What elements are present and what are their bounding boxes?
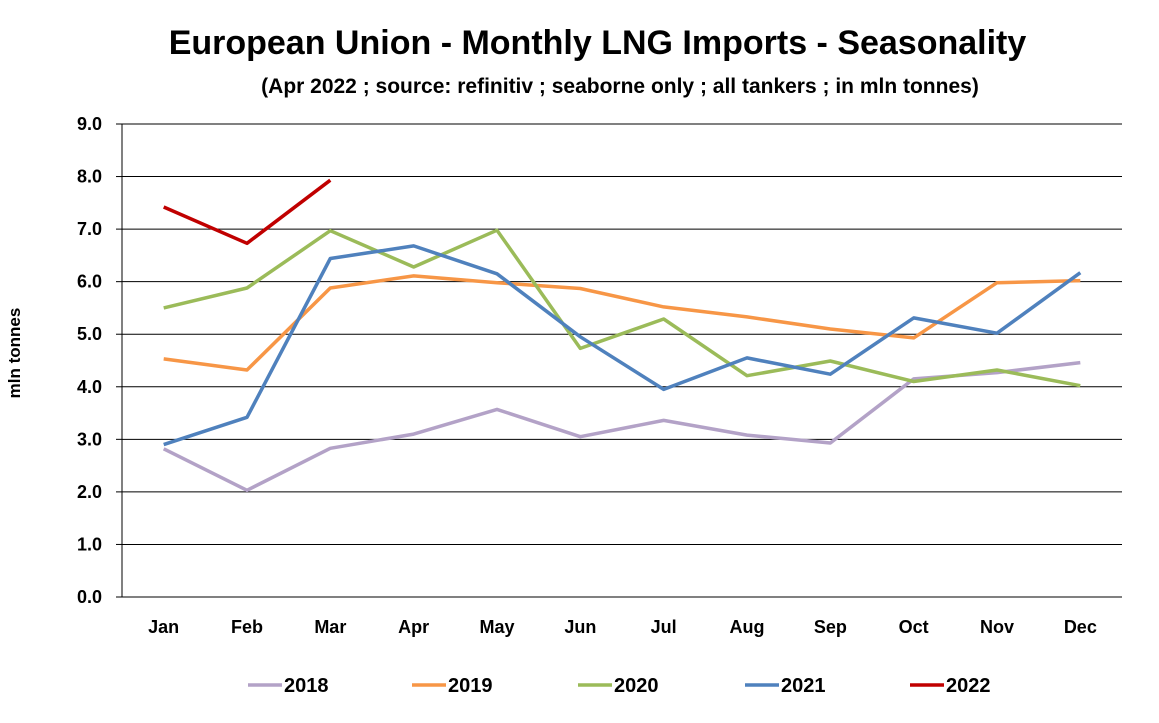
series-line-2022 xyxy=(163,178,332,246)
y-tick-label: 5.0 xyxy=(77,324,102,344)
legend-label-2018: 2018 xyxy=(284,675,329,697)
x-tick-label: Feb xyxy=(231,617,263,637)
y-tick-label: 4.0 xyxy=(77,377,102,397)
x-tick-label: Sep xyxy=(814,617,847,637)
x-tick-label: May xyxy=(479,617,514,637)
legend: 2018 2019 2020 2021 2022 xyxy=(248,675,991,697)
legend-label-2020: 2020 xyxy=(614,675,659,697)
legend-label-2019: 2019 xyxy=(448,675,493,697)
y-tick-label: 1.0 xyxy=(77,534,102,554)
x-axis-ticks: Jan Feb Mar Apr May Jun Jul Aug Sep Oct Nov Dec xyxy=(148,617,1097,637)
y-tick-label: 3.0 xyxy=(77,429,102,449)
chart-subtitle: (Apr 2022 ; source: refinitiv ; seaborne… xyxy=(261,75,979,98)
y-tick-label: 9.0 xyxy=(77,114,102,134)
y-tick-label: 2.0 xyxy=(77,482,102,502)
legend-label-2021: 2021 xyxy=(781,675,826,697)
series-line-2018 xyxy=(162,360,1081,493)
series-line-2019 xyxy=(163,274,1081,372)
x-tick-label: Apr xyxy=(398,617,429,637)
x-tick-label: Jun xyxy=(564,617,596,637)
series-lines xyxy=(162,178,1082,493)
x-tick-label: Dec xyxy=(1064,617,1097,637)
x-tick-label: Oct xyxy=(899,617,929,637)
chart-title: European Union - Monthly LNG Imports - S… xyxy=(168,24,1027,62)
y-tick-label: 0.0 xyxy=(77,587,102,607)
x-tick-label: Jul xyxy=(651,617,677,637)
gridlines xyxy=(121,123,1122,598)
x-tick-label: Mar xyxy=(314,617,346,637)
y-tick-label: 7.0 xyxy=(77,219,102,239)
y-tick-label: 6.0 xyxy=(77,272,102,292)
series-line-2020 xyxy=(163,228,1081,388)
x-tick-label: Aug xyxy=(730,617,765,637)
x-tick-label: Jan xyxy=(148,617,179,637)
series-line-2021 xyxy=(163,244,1082,447)
x-tick-label: Nov xyxy=(980,617,1014,637)
legend-label-2022: 2022 xyxy=(946,675,991,697)
y-axis-ticks: 0.0 1.0 2.0 3.0 4.0 5.0 6.0 7.0 8.0 9.0 xyxy=(77,114,122,607)
y-tick-label: 8.0 xyxy=(77,167,102,187)
